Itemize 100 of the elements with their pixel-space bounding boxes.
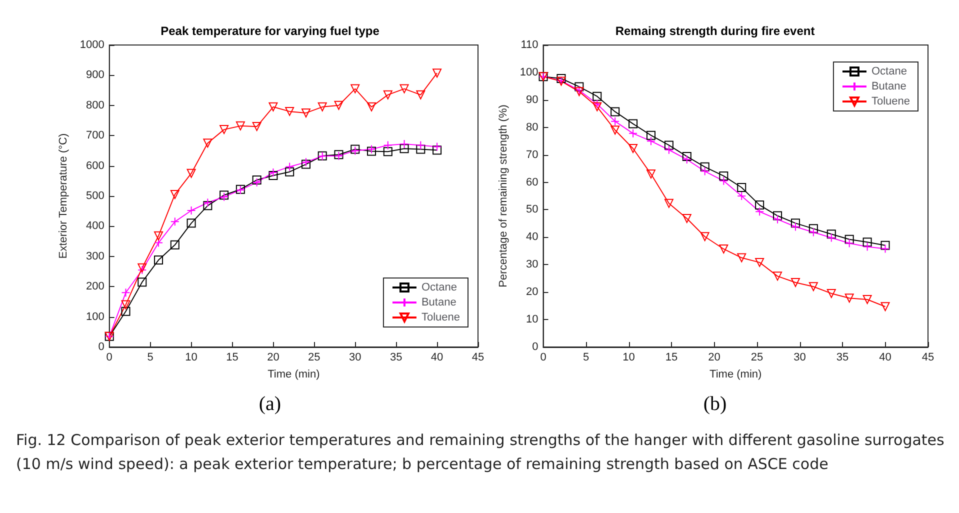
point [400,144,409,154]
point [203,198,212,208]
point [808,224,818,234]
point [592,102,602,112]
point [628,144,638,154]
point [755,200,764,210]
y-tick-label: 30 [526,258,538,271]
legend-label: Toluene [871,96,910,108]
point [773,272,782,281]
y-tick-label: 300 [86,250,104,262]
point [186,218,196,228]
point [121,300,130,310]
point [700,162,710,172]
x-tick-label: 30 [349,352,362,364]
point [737,182,746,192]
point [773,211,782,220]
point [862,295,872,304]
point [285,162,294,172]
point [755,207,764,216]
legend-label: Octane [421,282,457,294]
point [383,140,392,150]
point [880,240,890,250]
y-tick-label: 80 [526,121,538,134]
text: (b) [702,393,728,416]
point [154,256,164,265]
point [416,140,426,150]
point [664,198,674,208]
point [862,242,872,252]
point [432,68,442,78]
point [170,190,180,199]
point [826,288,836,298]
y-tick-label: 100 [520,66,538,78]
point [844,238,854,248]
point [664,145,674,154]
point [301,108,310,118]
point [170,217,180,226]
point [880,302,890,312]
x-tick-label: 20 [708,352,720,364]
y-tick-label: 800 [86,99,104,112]
point [610,107,620,116]
point [416,90,426,100]
point [252,122,262,132]
x-tick-label: 40 [430,352,444,364]
point [203,201,212,210]
point [790,218,800,228]
point [844,234,854,244]
point [138,278,147,287]
point [646,130,656,140]
x-tick-label: 5 [147,352,154,364]
x-tick-label: 25 [308,352,320,364]
point [285,106,294,116]
point [154,238,164,248]
y-tick-label: 20 [526,286,538,298]
point [268,170,278,180]
point [236,121,245,130]
x-axis-title: Time (min) [268,368,320,380]
point [432,142,442,152]
x-tick-label: 10 [622,352,635,364]
chart-title: Remaing strength during fire event [615,24,815,38]
x-tick-label: 20 [267,352,280,364]
x-tick-label: 45 [472,352,484,364]
legend-label: Butane [871,80,906,92]
point [790,278,800,287]
caption: Fig. 12 Comparison of peak exterior temperatures and remaining strengths of the hanger with different gasoline surrogates (10 m/s wind speed): a peak exterior temperature; b percentage of remaining strength based on ASCE code [16,430,946,475]
point [844,294,854,303]
y-tick-label: 500 [86,190,104,202]
point [416,144,426,154]
point [719,171,728,180]
text: (a) [258,393,282,416]
point [737,192,746,200]
point [383,90,392,100]
x-tick-label: 35 [390,352,402,364]
x-tick-label: 15 [226,352,238,364]
point [432,146,442,155]
x-axis-title: Time (min) [710,368,762,380]
y-tick-label: 40 [526,231,538,244]
point [808,228,818,237]
point [646,170,656,179]
x-tick-label: 0 [106,352,112,364]
point [682,154,692,164]
point [350,84,360,94]
point [121,288,130,298]
point [268,102,278,112]
y-tick-label: 400 [86,220,104,232]
point [682,152,692,161]
point [138,263,147,272]
point [826,230,836,239]
point [664,140,674,150]
y-tick-label: 110 [520,39,538,51]
y-tick-label: 700 [86,130,104,142]
point [203,138,212,148]
point [628,119,638,128]
y-tick-label: 100 [86,310,104,323]
point [367,102,376,112]
point [318,102,327,112]
point [383,147,392,156]
point [252,178,262,187]
y-tick-label: 900 [86,69,104,82]
point [610,126,620,135]
point [592,100,602,109]
